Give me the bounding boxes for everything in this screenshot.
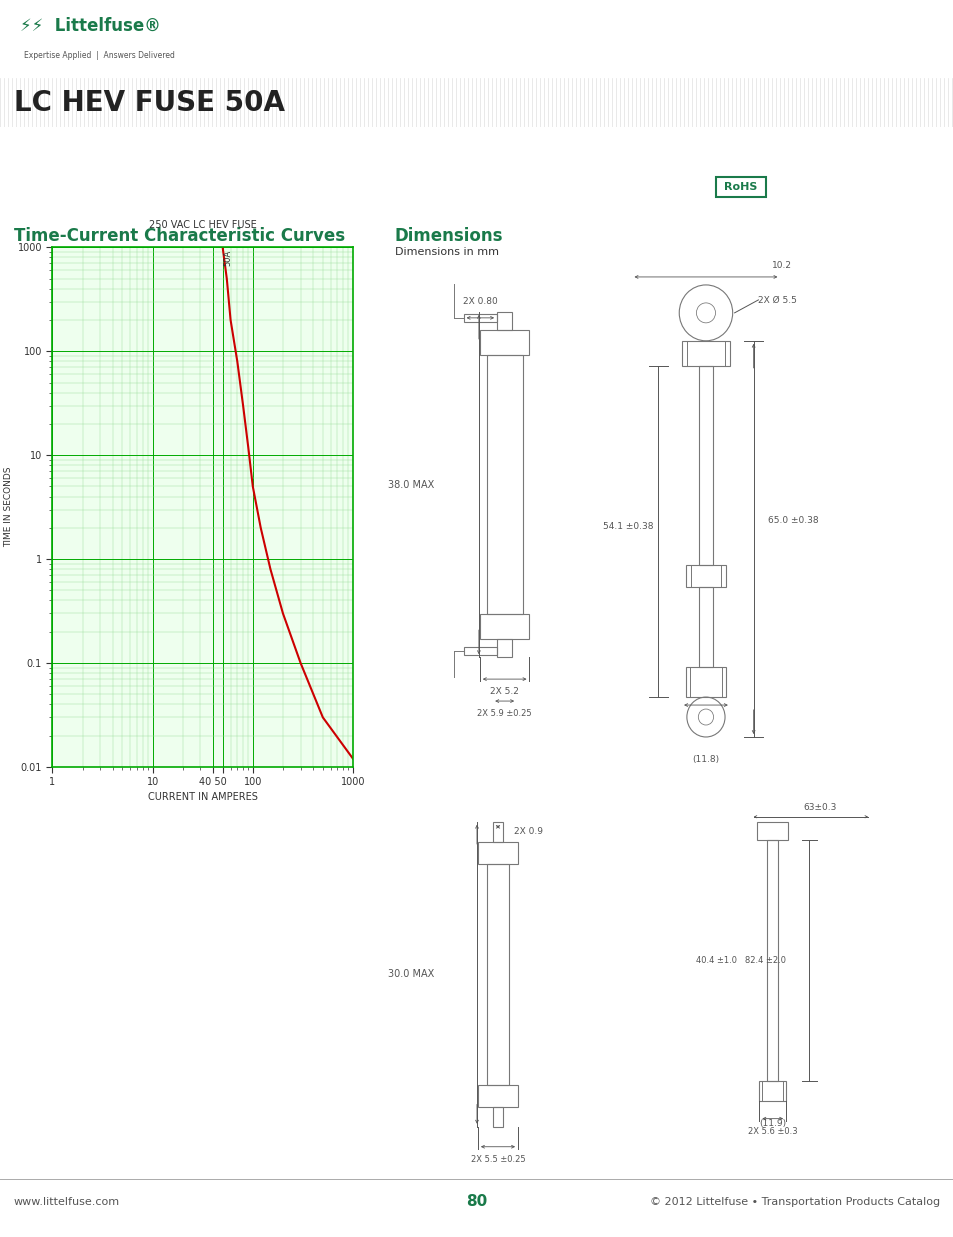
Text: 2X 5.9 ±0.25: 2X 5.9 ±0.25 — [476, 709, 532, 717]
Bar — [766, 840, 778, 1081]
Text: Expertise Applied  |  Answers Delivered: Expertise Applied | Answers Delivered — [24, 52, 174, 61]
Title: 250 VAC LC HEV FUSE: 250 VAC LC HEV FUSE — [149, 220, 256, 230]
Bar — [716, 177, 765, 198]
Text: 2X 0.80: 2X 0.80 — [462, 297, 497, 306]
Text: 2X Ø 5.5: 2X Ø 5.5 — [758, 296, 797, 304]
Text: 38.0 MAX: 38.0 MAX — [388, 480, 434, 490]
Bar — [699, 366, 712, 565]
Text: 2X 0.9: 2X 0.9 — [514, 828, 542, 836]
Text: Advanced Power Systems: Advanced Power Systems — [310, 28, 632, 49]
Bar — [685, 565, 725, 588]
Text: 2X 5.5 ±0.25: 2X 5.5 ±0.25 — [470, 1155, 525, 1164]
Bar — [0, 0, 267, 78]
Text: 80: 80 — [466, 1194, 487, 1210]
Text: 40.4 ±1.0   82.4 ±2.0: 40.4 ±1.0 82.4 ±2.0 — [696, 956, 785, 965]
Bar — [463, 647, 497, 656]
Text: (11.9): (11.9) — [759, 1118, 785, 1128]
Text: ⚡⚡  Littelfuse®: ⚡⚡ Littelfuse® — [20, 17, 161, 35]
Text: Time-Current Characteristic Curves: Time-Current Characteristic Curves — [14, 228, 345, 245]
Text: www.littelfuse.com: www.littelfuse.com — [14, 1197, 120, 1207]
Text: 63±0.3: 63±0.3 — [803, 803, 836, 811]
Bar — [685, 667, 725, 698]
Text: Dimensions in mm: Dimensions in mm — [395, 247, 498, 257]
Text: 50A: 50A — [223, 250, 233, 266]
Bar — [757, 821, 787, 840]
Bar — [479, 330, 529, 355]
X-axis label: CURRENT IN AMPERES: CURRENT IN AMPERES — [148, 792, 257, 802]
Bar — [486, 863, 509, 1085]
Bar — [477, 1085, 517, 1107]
Text: LC HEV FUSE 50A: LC HEV FUSE 50A — [14, 89, 285, 118]
Text: 54.1 ±0.38: 54.1 ±0.38 — [602, 522, 653, 531]
Text: 30.0 MAX: 30.0 MAX — [388, 970, 434, 980]
Text: 65.0 ±0.38: 65.0 ±0.38 — [767, 516, 818, 526]
Bar — [486, 355, 522, 615]
Y-axis label: TIME IN SECONDS: TIME IN SECONDS — [5, 466, 13, 548]
Bar — [497, 312, 512, 330]
Bar — [497, 640, 512, 657]
Bar — [699, 588, 712, 667]
Bar — [759, 1081, 785, 1101]
Bar — [681, 341, 729, 366]
Text: RoHS: RoHS — [723, 182, 757, 193]
Bar — [463, 314, 497, 322]
Text: 2X 5.2: 2X 5.2 — [490, 687, 518, 696]
Bar — [493, 821, 502, 842]
Text: Dimensions: Dimensions — [395, 228, 503, 245]
Bar — [493, 1107, 502, 1127]
Text: © 2012 Littelfuse • Transportation Products Catalog: © 2012 Littelfuse • Transportation Produ… — [649, 1197, 939, 1207]
Text: 10.2: 10.2 — [772, 261, 791, 270]
Bar — [479, 615, 529, 640]
Text: 2X 5.6 ±0.3: 2X 5.6 ±0.3 — [747, 1127, 797, 1136]
Text: (11.8): (11.8) — [692, 755, 719, 764]
Bar — [477, 842, 517, 863]
